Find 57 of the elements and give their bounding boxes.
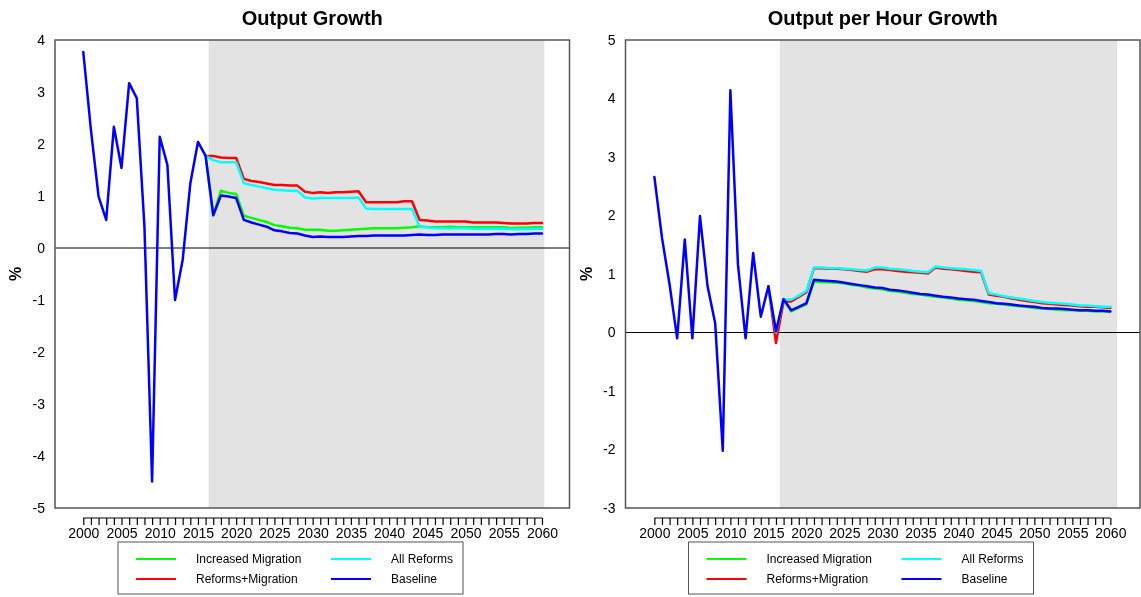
x-tick-label: 2035 — [905, 524, 937, 541]
x-tick-label: 2045 — [981, 524, 1013, 541]
x-tick-label: 2050 — [1019, 524, 1051, 541]
x-tick-label: 2060 — [526, 524, 559, 541]
y-tick-label: -5 — [32, 499, 46, 516]
legend-label: All Reforms — [961, 552, 1024, 566]
y-tick-label: -3 — [32, 395, 46, 412]
y-tick-label: -3 — [603, 499, 616, 516]
legend-label: Baseline — [961, 572, 1008, 586]
x-tick-label: 2015 — [753, 524, 785, 541]
legend-label: Baseline — [391, 572, 438, 586]
y-tick-label: 4 — [37, 31, 46, 48]
x-tick-label: 2040 — [943, 524, 975, 541]
x-tick-label: 2030 — [867, 524, 899, 541]
x-tick-label: 2055 — [488, 524, 521, 541]
x-tick-label: 2005 — [677, 524, 709, 541]
y-tick-label: 3 — [607, 148, 616, 165]
legend-label: Increased Migration — [196, 552, 302, 566]
legend-label: All Reforms — [391, 552, 454, 566]
y-tick-label: 2 — [607, 207, 616, 224]
y-tick-label: -1 — [32, 291, 46, 308]
x-tick-label: 2000 — [639, 524, 671, 541]
x-tick-label: 2025 — [829, 524, 861, 541]
y-tick-label: 1 — [37, 187, 46, 204]
x-tick-label: 2015 — [182, 524, 215, 541]
x-tick-label: 2020 — [221, 524, 253, 541]
x-tick-label: 2030 — [297, 524, 329, 541]
x-tick-label: 2055 — [1057, 524, 1089, 541]
y-axis-title: % — [7, 266, 24, 282]
x-tick-label: 2025 — [259, 524, 291, 541]
y-tick-label: 4 — [607, 90, 616, 107]
y-tick-label: -2 — [603, 441, 616, 458]
chart-title: Output Growth — [241, 7, 383, 29]
y-axis-title: % — [577, 266, 595, 282]
x-tick-label: 2050 — [450, 524, 482, 541]
x-tick-label: 2005 — [106, 524, 138, 541]
y-tick-label: -1 — [603, 382, 616, 399]
y-tick-label: 3 — [37, 83, 46, 100]
x-tick-label: 2010 — [144, 524, 177, 541]
x-tick-label: 2010 — [715, 524, 747, 541]
y-tick-label: 0 — [37, 239, 46, 256]
y-tick-label: 1 — [607, 265, 616, 282]
y-tick-label: -2 — [32, 343, 46, 360]
x-tick-label: 2045 — [412, 524, 444, 541]
x-tick-label: 2040 — [374, 524, 406, 541]
legend-label: Increased Migration — [766, 552, 872, 566]
x-tick-label: 2035 — [335, 524, 368, 541]
chart-title: Output per Hour Growth — [767, 7, 998, 29]
y-tick-label: 2 — [37, 135, 46, 152]
x-tick-label: 2060 — [1095, 524, 1127, 541]
legend-label: Reforms+Migration — [766, 572, 869, 586]
legend-label: Reforms+Migration — [196, 572, 298, 586]
y-tick-label: 0 — [607, 324, 616, 341]
x-tick-label: 2020 — [791, 524, 823, 541]
x-tick-label: 2000 — [68, 524, 100, 541]
y-tick-label: 5 — [607, 31, 616, 48]
y-tick-label: -4 — [32, 447, 46, 464]
